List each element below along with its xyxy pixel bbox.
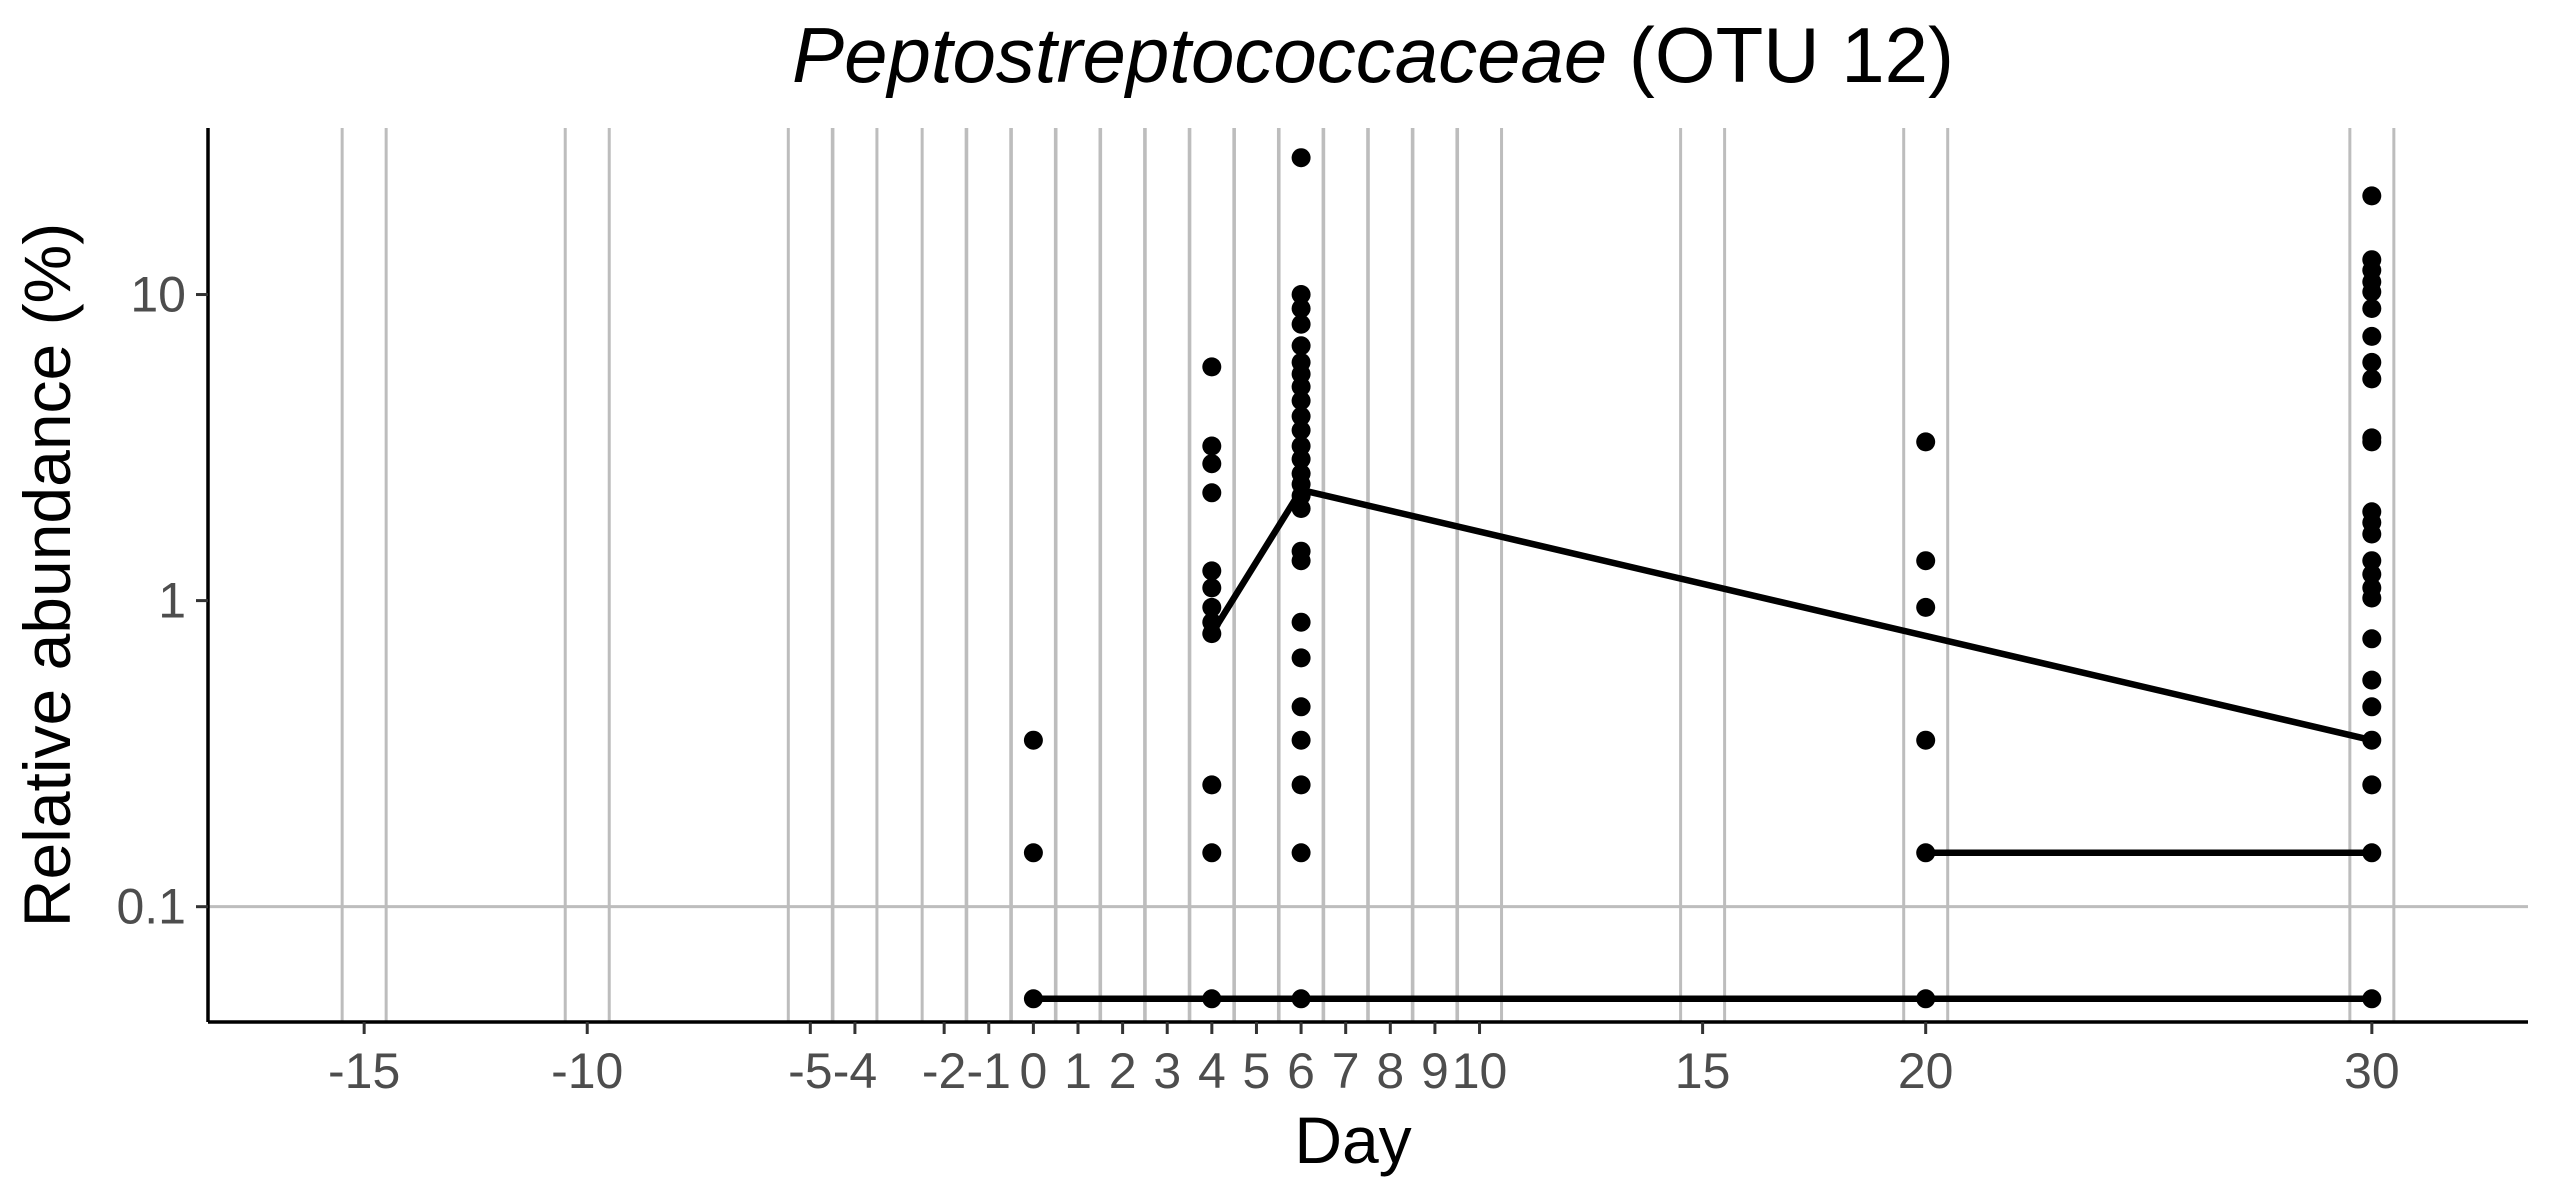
- data-point: [2362, 369, 2382, 389]
- x-tick-label: -4: [833, 1043, 877, 1099]
- data-point: [1291, 648, 1311, 668]
- data-point: [2362, 730, 2382, 750]
- data-point: [1916, 989, 1936, 1009]
- data-point: [1291, 299, 1311, 318]
- grid-lines: [208, 128, 2528, 1022]
- data-point: [1202, 357, 1222, 377]
- data-point: [1916, 843, 1936, 863]
- data-point: [1202, 561, 1222, 581]
- data-point: [1916, 730, 1936, 750]
- x-tick-label: 4: [1198, 1043, 1226, 1099]
- data-point: [2362, 326, 2382, 346]
- data-point: [1291, 843, 1311, 863]
- x-tick-label: 10: [1452, 1043, 1508, 1099]
- data-point: [2362, 843, 2382, 863]
- x-tick-label: -10: [551, 1043, 623, 1099]
- data-point: [1291, 377, 1311, 397]
- x-tick-label: 20: [1898, 1043, 1954, 1099]
- data-point: [1291, 406, 1311, 426]
- data-point: [1202, 436, 1222, 456]
- data-point: [1291, 989, 1311, 1009]
- data-points: [1023, 148, 2382, 1009]
- data-point: [2362, 989, 2382, 1009]
- axes: [206, 128, 2528, 1024]
- x-tick-label: 2: [1109, 1043, 1137, 1099]
- x-tick-label: 15: [1675, 1043, 1731, 1099]
- data-point: [1202, 483, 1222, 503]
- data-point: [2362, 352, 2382, 372]
- data-point: [1916, 551, 1936, 571]
- data-point: [1916, 432, 1936, 452]
- x-tick-label: 7: [1332, 1043, 1360, 1099]
- x-tick-label: 1: [1064, 1043, 1092, 1099]
- y-tick-label: 0.1: [116, 879, 186, 935]
- data-point: [2362, 282, 2382, 302]
- x-tick-label: 8: [1376, 1043, 1404, 1099]
- data-point: [2362, 775, 2382, 795]
- chart-title-taxon: Peptostreptococcaceae: [792, 11, 1607, 99]
- data-point: [2362, 670, 2382, 690]
- data-point: [1023, 730, 1043, 750]
- chart-title-otu: (OTU 12): [1607, 11, 1954, 99]
- data-point: [1916, 597, 1936, 617]
- data-point: [2362, 629, 2382, 649]
- data-point: [1291, 436, 1311, 456]
- data-point: [1291, 551, 1311, 571]
- data-point: [1291, 775, 1311, 795]
- data-point: [1291, 612, 1311, 632]
- data-point: [2362, 697, 2382, 717]
- data-point: [1202, 989, 1222, 1009]
- trend-line: [1209, 486, 2373, 744]
- data-point: [1291, 420, 1311, 440]
- y-tick-label: 10: [130, 267, 186, 323]
- x-tick-label: 6: [1287, 1043, 1315, 1099]
- x-tick-label: 30: [2344, 1043, 2400, 1099]
- data-point: [1291, 449, 1311, 469]
- data-point: [1291, 697, 1311, 717]
- data-point: [1202, 624, 1222, 644]
- data-point: [1291, 314, 1311, 334]
- data-point: [1202, 843, 1222, 863]
- data-point: [1023, 843, 1043, 863]
- x-tick-label: -1: [967, 1043, 1011, 1099]
- x-tick-label: -2: [922, 1043, 966, 1099]
- data-point: [2362, 186, 2382, 206]
- x-tick-label: 9: [1421, 1043, 1449, 1099]
- data-point: [1202, 454, 1222, 474]
- data-point: [2362, 564, 2382, 584]
- data-point: [2362, 299, 2382, 318]
- x-tick-label: -5: [788, 1043, 832, 1099]
- x-tick-label: -15: [328, 1043, 400, 1099]
- data-point: [1291, 730, 1311, 750]
- x-tick-label: 5: [1243, 1043, 1271, 1099]
- data-point: [1291, 285, 1311, 304]
- data-point: [1023, 989, 1043, 1009]
- data-point: [1202, 578, 1222, 598]
- x-tick-label: 0: [1019, 1043, 1047, 1099]
- data-point: [2362, 588, 2382, 608]
- x-tick-label: 3: [1153, 1043, 1181, 1099]
- data-point: [2362, 524, 2382, 544]
- data-point: [1291, 148, 1311, 168]
- y-axis-title: Relative abundance (%): [10, 223, 84, 927]
- data-point: [1291, 336, 1311, 356]
- data-point: [2362, 551, 2382, 571]
- data-point: [1202, 597, 1222, 617]
- data-point: [1291, 499, 1311, 518]
- chart-title: Peptostreptococcaceae (OTU 12): [792, 11, 1954, 99]
- y-tick-label: 1: [158, 573, 186, 629]
- x-axis-title: Day: [1294, 1103, 1411, 1177]
- data-point: [1291, 391, 1311, 411]
- data-point: [1202, 775, 1222, 795]
- data-point: [2362, 432, 2382, 452]
